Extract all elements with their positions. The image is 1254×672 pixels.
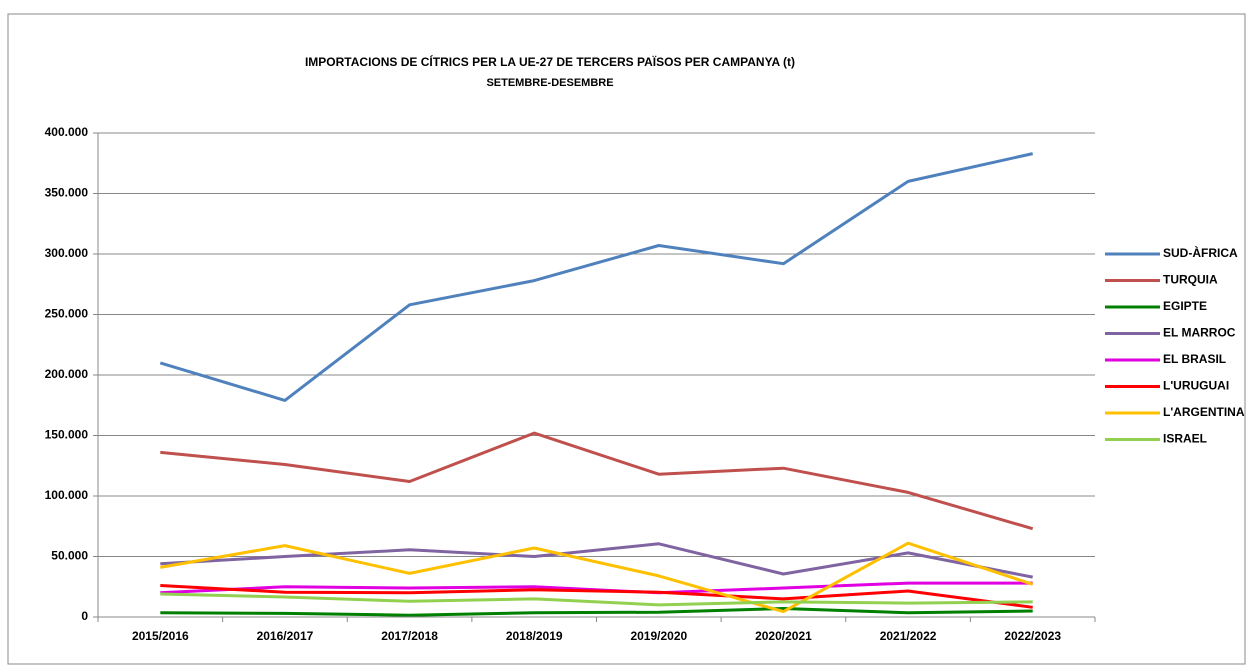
legend-label: EL BRASIL <box>1163 352 1226 366</box>
x-tick-label: 2017/2018 <box>381 629 438 643</box>
y-tick-label: 250.000 <box>45 307 89 321</box>
series-line <box>160 541 1034 614</box>
x-tick-label: 2016/2017 <box>257 629 314 643</box>
legend-label: L'URUGUAI <box>1163 379 1229 393</box>
chart-frame <box>7 13 1246 665</box>
y-tick-label: 350.000 <box>45 186 89 200</box>
y-tick-label: 400.000 <box>45 125 89 139</box>
y-tick-label: 150.000 <box>45 428 89 442</box>
x-tick-label: 2018/2019 <box>506 629 563 643</box>
series-line <box>160 584 1033 609</box>
legend-label: L'ARGENTINA <box>1163 405 1245 419</box>
y-tick-label: 200.000 <box>45 367 89 381</box>
series-line <box>160 607 1033 617</box>
y-tick-label: 300.000 <box>45 246 89 260</box>
y-tick-label: 0 <box>81 609 88 623</box>
x-tick-label: 2022/2023 <box>1004 629 1061 643</box>
series-line <box>159 152 1034 402</box>
y-tick-label: 50.000 <box>51 549 88 563</box>
series-line <box>160 431 1034 531</box>
legend-label: EL MARROC <box>1163 326 1236 340</box>
legend-label: ISRAEL <box>1163 432 1207 446</box>
series-line <box>160 542 1033 579</box>
chart-subtitle: SETEMBRE-DESEMBRE <box>486 77 613 89</box>
x-tick-label: 2021/2022 <box>880 629 937 643</box>
legend-label: TURQUIA <box>1163 273 1218 287</box>
x-tick-label: 2015/2016 <box>132 629 189 643</box>
chart-title: IMPORTACIONS DE CÍTRICS PER LA UE-27 DE … <box>305 54 795 69</box>
x-tick-label: 2020/2021 <box>755 629 812 643</box>
x-tick-label: 2019/2020 <box>630 629 687 643</box>
legend-label: EGIPTE <box>1163 299 1207 313</box>
legend-label: SUD-ÀFRICA <box>1163 245 1238 260</box>
y-tick-label: 100.000 <box>45 488 89 502</box>
series-line <box>160 592 1033 607</box>
